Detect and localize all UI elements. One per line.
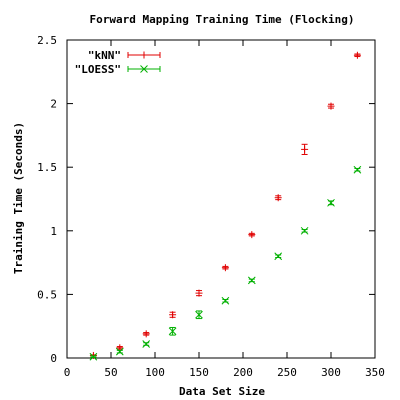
x-tick-label: 100 (145, 366, 165, 379)
data-point (353, 51, 361, 59)
data-point (221, 296, 230, 305)
legend-entry: "LOESS" (75, 63, 161, 76)
point-marker-d2 (221, 296, 230, 305)
y-tick-label: 1.5 (37, 161, 57, 174)
point-marker-d2 (195, 310, 203, 319)
data-point (115, 347, 124, 356)
data-point (248, 231, 256, 239)
data-point (301, 143, 309, 155)
data-point (142, 340, 151, 348)
x-tick-label: 250 (277, 366, 297, 379)
data-point (274, 194, 282, 202)
axis-ticks: 0 50 100 150 200 250 300 350 0 0.5 1 1.5 2 2.5 (37, 34, 385, 379)
point-marker-d2 (353, 165, 362, 174)
legend-label: "kNN" (88, 49, 121, 62)
data-point (327, 198, 335, 207)
y-axis-label: Training Time (Seconds) (12, 122, 25, 274)
y-tick-label: 0.5 (37, 288, 57, 301)
x-tick-label: 0 (64, 366, 71, 379)
x-tick-label: 150 (189, 366, 209, 379)
data-point (274, 252, 283, 261)
data-point (353, 165, 362, 174)
data-point (195, 289, 203, 297)
point-marker-d2 (115, 347, 124, 356)
x-tick-label: 200 (233, 366, 253, 379)
x-axis-label: Data Set Size (179, 385, 265, 398)
point-marker-d2 (274, 252, 283, 261)
chart-title: Forward Mapping Training Time (Flocking) (90, 13, 355, 26)
data-point (142, 330, 150, 338)
x-tick-label: 50 (104, 366, 117, 379)
y-tick-label: 1 (50, 225, 57, 238)
point-marker-d2 (89, 352, 98, 361)
data-point (169, 311, 177, 319)
data-point (247, 276, 256, 285)
plot-area-border (66, 39, 376, 359)
point-marker-d2 (327, 198, 335, 207)
data-point (195, 310, 203, 320)
data-point (168, 326, 177, 336)
point-marker-d2 (300, 226, 309, 235)
legend-marker-d2 (140, 65, 148, 73)
point-marker-d2 (168, 327, 177, 336)
y-tick-label: 0 (50, 352, 57, 365)
data-point (221, 264, 229, 272)
legend-label: "LOESS" (75, 63, 121, 76)
series-knn (89, 51, 361, 359)
point-marker-d2 (142, 340, 151, 348)
point-marker-d2 (247, 276, 256, 285)
y-tick-label: 2 (50, 98, 57, 111)
legend: "kNN""LOESS" (75, 49, 161, 76)
x-tick-label: 350 (365, 366, 385, 379)
data-point (89, 352, 98, 361)
x-tick-label: 300 (321, 366, 341, 379)
data-point (300, 226, 309, 235)
legend-entry: "kNN" (88, 49, 161, 62)
series-loess (89, 165, 362, 361)
data-series (89, 51, 362, 361)
data-point (327, 102, 335, 110)
y-tick-label: 2.5 (37, 34, 57, 47)
